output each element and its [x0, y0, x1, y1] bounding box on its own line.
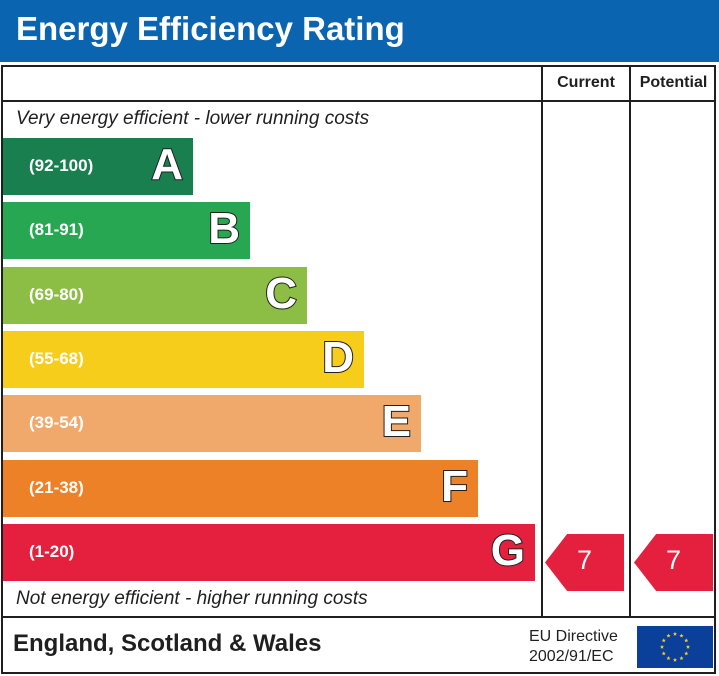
band-letter-label: B [207, 203, 241, 254]
column-header-current: Current [557, 74, 615, 91]
current-rating-arrow: 7 [545, 534, 624, 591]
band-letter-label: G [490, 525, 526, 576]
divider-potential [629, 65, 631, 618]
eu-directive: EU Directive 2002/91/EC [529, 627, 618, 667]
band-range-label: (39-54) [29, 413, 84, 432]
star-icon [679, 656, 684, 661]
band-range-label: (55-68) [29, 349, 84, 368]
footer-country: England, Scotland & Wales [13, 630, 322, 657]
directive-line-1: EU Directive [529, 628, 618, 645]
current-rating-value: 7 [577, 545, 593, 575]
star-icon [684, 638, 689, 643]
band-range-label: (92-100) [29, 156, 94, 175]
divider-footer-row [1, 616, 716, 618]
band-letter-label: C [264, 268, 298, 319]
band-b: (81-91) B [3, 202, 250, 259]
band-letter-label: A [150, 139, 184, 190]
star-icon [661, 638, 666, 643]
divider-header-row [1, 100, 716, 102]
page-title: Energy Efficiency Rating [16, 10, 405, 47]
note-efficient: Very energy efficient - lower running co… [16, 108, 370, 129]
directive-line-2: 2002/91/EC [529, 648, 614, 665]
star-icon [666, 633, 671, 638]
star-icon [679, 633, 684, 638]
star-icon [666, 656, 671, 661]
note-inefficient: Not energy efficient - higher running co… [16, 588, 368, 609]
eu-flag-icon [637, 626, 713, 668]
header-bar: Energy Efficiency Rating [0, 0, 719, 62]
band-letter-label: D [321, 332, 355, 383]
star-icon [684, 651, 689, 656]
band-letter-label: E [381, 396, 412, 447]
divider-current [541, 65, 543, 618]
star-icon [672, 631, 678, 636]
star-icon [672, 657, 678, 662]
band-f: (21-38) F [3, 460, 478, 517]
column-header-potential: Potential [639, 74, 708, 91]
star-icon [659, 644, 665, 649]
band-e: (39-54) E [3, 395, 421, 452]
chart-frame [1, 65, 716, 674]
band-range-label: (21-38) [29, 478, 84, 497]
band-c: (69-80) C [3, 267, 307, 324]
band-range-label: (1-20) [29, 542, 75, 561]
star-icon [685, 644, 691, 649]
band-a: (92-100) A [3, 138, 193, 195]
band-range-label: (69-80) [29, 285, 84, 304]
band-range-label: (81-91) [29, 220, 84, 239]
band-letter-label: F [440, 461, 469, 512]
band-d: (55-68) D [3, 331, 364, 388]
potential-rating-value: 7 [666, 545, 682, 575]
band-g: (1-20) G [3, 524, 535, 581]
star-icon [661, 651, 666, 656]
